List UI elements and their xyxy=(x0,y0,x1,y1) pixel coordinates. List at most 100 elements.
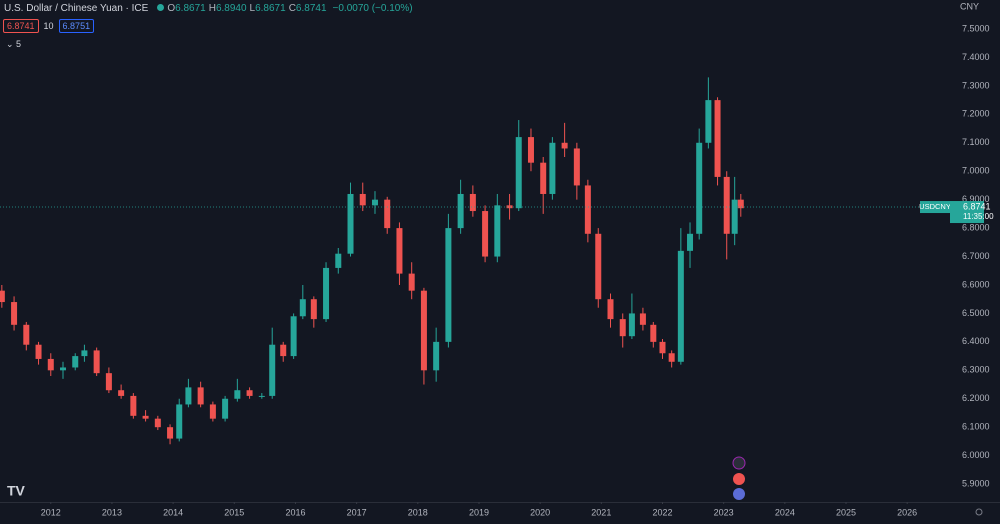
ohlc-key: H xyxy=(208,3,216,14)
x-tick-label: 2014 xyxy=(163,507,183,517)
candle-body xyxy=(515,137,522,209)
y-tick-label: 7.5000 xyxy=(962,23,990,33)
header: U.S. Dollar / Chinese Yuan · ICE O6.8671 H… xyxy=(4,3,416,14)
candle-body xyxy=(696,142,703,234)
y-tick-label: 6.8000 xyxy=(962,222,990,232)
candle-body xyxy=(347,193,354,254)
candle-body xyxy=(687,233,694,251)
symbol-tag: USDCNY xyxy=(919,202,951,211)
candle-body xyxy=(93,350,100,374)
price-tag-bg xyxy=(950,201,984,224)
y-tick-label: 6.7000 xyxy=(962,251,990,261)
candle-body xyxy=(457,193,464,229)
x-tick-label: 2019 xyxy=(469,507,489,517)
trade-bar: 6.8741 10 6.8751 xyxy=(3,19,95,33)
candle-body xyxy=(408,273,415,291)
y-tick-label: 7.2000 xyxy=(962,109,990,119)
time-tag: 11:35:00 xyxy=(963,212,994,221)
y-tick-label: 6.9000 xyxy=(962,194,990,204)
candle-body xyxy=(639,313,646,325)
candle-body xyxy=(310,299,317,320)
candle-body xyxy=(445,228,452,342)
y-tick-label: 7.4000 xyxy=(962,52,990,62)
event-icon[interactable] xyxy=(733,473,745,485)
candle-body xyxy=(81,350,88,357)
candle-body xyxy=(209,404,216,419)
x-tick-label: 2025 xyxy=(836,507,856,517)
candle-body xyxy=(185,387,192,405)
candle-body xyxy=(299,299,306,317)
candle-body xyxy=(659,341,666,354)
candle-body xyxy=(11,302,18,325)
candle-body xyxy=(269,344,276,396)
settings-icon[interactable] xyxy=(975,508,983,516)
candle-body xyxy=(335,253,342,268)
candle-body xyxy=(433,341,440,371)
candle-body xyxy=(167,427,174,439)
candle-body xyxy=(482,211,489,257)
candle-body xyxy=(494,205,501,257)
candle-body xyxy=(723,176,730,234)
buy-button[interactable]: 6.8751 xyxy=(58,19,95,33)
candle-body xyxy=(23,324,30,345)
sell-button[interactable]: 6.8741 xyxy=(3,19,39,33)
candle-body xyxy=(222,398,229,419)
x-tick-label: 2024 xyxy=(775,507,795,517)
x-tick-label: 2023 xyxy=(714,507,734,517)
price-tag: 6.8741 xyxy=(963,201,991,211)
indicators-toggle[interactable]: ⌄ 5 xyxy=(6,39,22,49)
x-tick-label: 2018 xyxy=(408,507,428,517)
x-tick-label: 2017 xyxy=(347,507,367,517)
symbol-tag-bg xyxy=(920,201,950,214)
y-tick-label: 7.0000 xyxy=(962,166,990,176)
y-tick-label: 5.9000 xyxy=(962,478,990,488)
ohlc-key: C xyxy=(288,3,296,14)
y-tick-label: 6.0000 xyxy=(962,450,990,460)
candle-body xyxy=(549,142,556,194)
candle-body xyxy=(371,199,378,206)
candle-body xyxy=(197,387,204,405)
candle-body xyxy=(561,142,568,149)
ohlc-value: 6.8671 xyxy=(175,3,206,14)
ohlc-value: 6.8671 xyxy=(255,3,286,14)
candle-body xyxy=(130,395,137,416)
candle-body xyxy=(731,199,738,234)
y-tick-label: 7.1000 xyxy=(962,137,990,147)
candle-body xyxy=(650,324,657,342)
candle-body xyxy=(506,205,513,209)
candle-body xyxy=(573,148,580,186)
candle-body xyxy=(154,418,161,428)
event-icon[interactable] xyxy=(733,488,745,500)
candle-body xyxy=(469,193,476,212)
y-tick-label: 6.2000 xyxy=(962,393,990,403)
y-tick-label: 7.3000 xyxy=(962,80,990,90)
indicator-count: 5 xyxy=(16,39,22,49)
candle-body xyxy=(384,199,391,229)
ohlc-key: O xyxy=(167,3,176,14)
y-tick-label: 6.3000 xyxy=(962,365,990,375)
candle-body xyxy=(584,185,591,234)
candle-body xyxy=(737,199,744,209)
change: −0.0070 (−0.10%) xyxy=(332,3,413,14)
x-tick-label: 2013 xyxy=(102,507,122,517)
x-tick-label: 2022 xyxy=(652,507,672,517)
logo: TV xyxy=(7,483,26,499)
y-tick-label: 6.1000 xyxy=(962,422,990,432)
candle-body xyxy=(280,344,287,357)
spread: 10 xyxy=(43,21,54,31)
candle-body xyxy=(619,319,626,337)
x-tick-label: 2012 xyxy=(41,507,61,517)
candle-body xyxy=(527,137,534,163)
candle-body xyxy=(290,316,297,357)
event-icon[interactable] xyxy=(732,456,746,470)
candle-body xyxy=(323,267,330,320)
candle-body xyxy=(72,356,79,368)
candle-body xyxy=(668,353,675,362)
candle-body xyxy=(677,250,684,362)
candle-body xyxy=(0,290,5,303)
candle-body xyxy=(35,344,42,359)
candle-body xyxy=(420,290,427,371)
candle-body xyxy=(540,162,547,194)
